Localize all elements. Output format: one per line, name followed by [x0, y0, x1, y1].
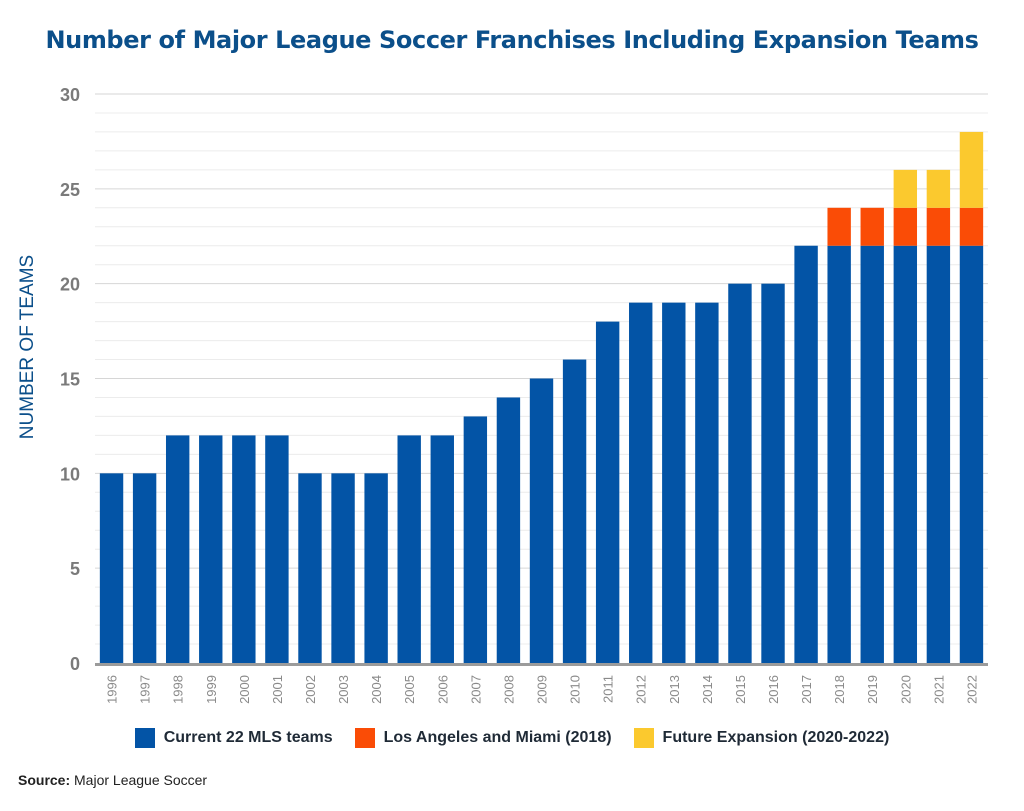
- bar-segment: [165, 435, 190, 663]
- y-tick-label: 30: [60, 85, 80, 105]
- x-tick-label: 2013: [667, 675, 682, 704]
- bar-segment: [132, 473, 157, 663]
- bars: [99, 131, 984, 663]
- bar-segment: [463, 416, 488, 663]
- x-tick-label: 2002: [303, 675, 318, 704]
- x-tick-label: 2004: [369, 675, 384, 704]
- x-tick-label: 2009: [535, 675, 550, 704]
- y-tick-label: 15: [60, 370, 80, 390]
- bar-segment: [827, 245, 851, 663]
- legend-label: Current 22 MLS teams: [163, 729, 333, 746]
- bar-segment: [99, 473, 124, 663]
- y-tick-label: 20: [60, 275, 80, 295]
- legend-label: Los Angeles and Miami (2018): [383, 729, 612, 746]
- legend-swatch: [633, 728, 654, 748]
- bar-segment: [893, 207, 918, 246]
- bar-segment: [926, 245, 951, 663]
- axes: 0 5 10 15 20 25 30 1996 1997 1998 1999 2000 2001 2002…: [60, 85, 988, 704]
- bar-segment: [959, 131, 984, 208]
- x-tick-label: 2016: [766, 675, 781, 704]
- x-tick-label: 1998: [171, 675, 186, 704]
- bar-segment: [496, 397, 521, 663]
- x-tick-label: 2018: [832, 675, 847, 704]
- chart-title: Number of Major League Soccer Franchises…: [45, 26, 979, 54]
- x-tick-label: 2000: [237, 675, 252, 704]
- source-label: Source:: [18, 772, 71, 788]
- bar-segment: [265, 435, 289, 663]
- x-tick-label: 1999: [204, 675, 219, 704]
- x-tick-label: 2022: [964, 675, 979, 704]
- bar-segment: [926, 169, 951, 208]
- x-tick-label: 2015: [733, 675, 748, 704]
- bar-segment: [629, 302, 653, 663]
- bar-segment: [761, 283, 785, 663]
- x-tick-label: 2006: [435, 675, 450, 704]
- legend-label: Future Expansion (2020-2022): [662, 729, 890, 746]
- y-tick-label: 0: [70, 654, 80, 674]
- bar-segment: [199, 435, 223, 663]
- x-tick-label: 2017: [799, 675, 814, 704]
- bar-segment: [364, 473, 388, 663]
- bar-segment: [397, 435, 421, 663]
- y-tick-label: 25: [60, 180, 80, 200]
- x-tick-label: 2001: [270, 675, 285, 704]
- x-tick-label: 2012: [634, 675, 649, 704]
- source-note: Source: Major League Soccer: [18, 772, 207, 788]
- x-tick-label: 2010: [568, 675, 583, 704]
- bar-segment: [595, 321, 620, 663]
- bar-segment: [893, 169, 918, 208]
- legend-swatch: [134, 728, 155, 748]
- bar-segment: [827, 207, 851, 246]
- legend-item: Future Expansion (2020-2022): [633, 728, 890, 748]
- bar-segment: [529, 378, 554, 663]
- x-tick-label: 2003: [336, 675, 351, 704]
- bar-segment: [662, 302, 686, 663]
- bar-segment: [430, 435, 454, 663]
- x-tick-label: 2014: [700, 675, 715, 704]
- bar-segment: [331, 473, 355, 663]
- bar-segment: [298, 473, 322, 663]
- x-tick-label: 2020: [898, 675, 913, 704]
- y-axis-label: NUMBER OF TEAMS: [17, 255, 38, 439]
- x-tick-label: 2007: [468, 675, 483, 704]
- bar-segment: [794, 245, 818, 663]
- bar-segment: [893, 245, 918, 663]
- x-tick-label: 2019: [865, 675, 880, 704]
- x-tick-label: 2005: [402, 675, 417, 704]
- y-tick-label: 10: [60, 464, 80, 484]
- x-tick-label: 2011: [601, 675, 616, 703]
- legend-item: Los Angeles and Miami (2018): [354, 728, 612, 748]
- x-tick-label: 2008: [501, 675, 516, 704]
- bar-segment: [860, 207, 884, 246]
- legend-swatch: [354, 728, 375, 748]
- x-tick-label: 2021: [931, 675, 946, 704]
- legend: Current 22 MLS teams Los Angeles and Miam…: [0, 728, 1024, 748]
- source-text: Major League Soccer: [74, 772, 208, 788]
- bar-segment: [728, 283, 752, 663]
- x-tick-label: 1997: [138, 675, 153, 704]
- bar-segment: [959, 207, 984, 246]
- bar-segment: [695, 302, 719, 663]
- y-tick-label: 5: [70, 559, 80, 579]
- x-tick-label: 1996: [105, 675, 120, 704]
- bar-segment: [959, 245, 984, 663]
- bar-segment: [926, 207, 951, 246]
- bar-segment: [232, 435, 256, 663]
- bar-segment: [860, 245, 884, 663]
- bar-segment: [562, 359, 587, 663]
- legend-item: Current 22 MLS teams: [134, 728, 333, 748]
